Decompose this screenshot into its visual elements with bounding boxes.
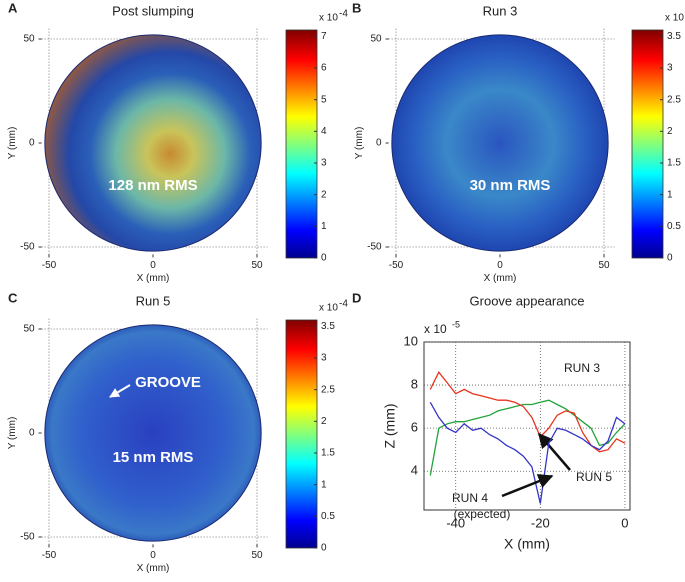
y-axis-exponent: x 10 xyxy=(424,322,447,336)
colorbar-tick-label: 1.5 xyxy=(667,158,681,169)
panel-label: B xyxy=(352,0,361,15)
y-tick-label: 50 xyxy=(23,34,35,45)
y-tick-label: 4 xyxy=(411,463,418,478)
y-tick-label: 8 xyxy=(411,377,418,392)
x-tick-label: -50 xyxy=(42,260,57,271)
colorbar-tick-label: 3 xyxy=(667,63,673,74)
x-tick-label: -50 xyxy=(389,260,404,271)
surface-map xyxy=(44,324,262,542)
x-tick-label: 0 xyxy=(150,260,156,271)
x-tick-label: -40 xyxy=(446,515,465,530)
x-axis-label: X (mm) xyxy=(504,536,550,552)
chart-title: Post slumping xyxy=(112,3,194,18)
colorbar-tick-label: 3 xyxy=(321,158,327,169)
surface-map xyxy=(44,34,262,252)
colorbar-tick-label: 0 xyxy=(667,253,673,264)
chart-title: Run 3 xyxy=(483,3,518,18)
colorbar-tick-label: 3.5 xyxy=(321,321,335,332)
y-axis-exponent-power: -5 xyxy=(452,319,460,329)
colorbar-tick-label: 1 xyxy=(667,189,673,200)
plot-frame xyxy=(423,341,631,511)
colorbar-tick-label: 0 xyxy=(321,543,327,554)
panel-label: C xyxy=(8,290,18,305)
data-line xyxy=(429,399,626,476)
colorbar-exponent-power: -4 xyxy=(339,299,348,310)
colorbar-tick-label: 0 xyxy=(321,253,327,264)
colorbar-tick-label: 2.5 xyxy=(667,94,681,105)
x-tick-label: -20 xyxy=(531,515,550,530)
y-tick-label: 50 xyxy=(23,324,35,335)
colorbar-tick-label: 2.5 xyxy=(321,384,335,395)
colorbar-tick-label: 3.5 xyxy=(667,31,681,42)
annotation: 128 nm RMS xyxy=(108,177,197,194)
annotation: GROOVE xyxy=(135,374,201,391)
y-axis-label: Y (mm) xyxy=(354,127,365,160)
colorbar-exponent-power: -4 xyxy=(339,9,348,20)
series-label: RUN 5 xyxy=(576,470,612,484)
annotation-arrow xyxy=(538,432,571,471)
y-tick-label: 50 xyxy=(370,34,382,45)
x-tick-label: 0 xyxy=(621,515,628,530)
colorbar-tick-label: 1 xyxy=(321,479,327,490)
x-axis-label: X (mm) xyxy=(137,563,170,574)
x-tick-label: 50 xyxy=(251,550,263,561)
chart-title: Run 5 xyxy=(136,293,171,308)
panel-label: D xyxy=(352,290,361,305)
colorbar-tick-label: 3 xyxy=(321,353,327,364)
colorbar xyxy=(285,29,318,259)
annotation-arrow xyxy=(109,384,131,398)
data-line xyxy=(429,401,626,504)
annotation-arrow xyxy=(501,474,554,498)
y-tick-label: -50 xyxy=(367,242,382,253)
y-tick-label: 10 xyxy=(404,333,418,348)
y-tick-label: -50 xyxy=(20,532,35,543)
y-axis-label: Z (mm) xyxy=(382,403,398,448)
colorbar-tick-label: 0.5 xyxy=(321,511,335,522)
colorbar-tick-label: 6 xyxy=(321,63,327,74)
chart-title: Groove appearance xyxy=(470,293,585,308)
y-tick-label: 0 xyxy=(376,138,382,149)
colorbar-tick-label: 7 xyxy=(321,31,327,42)
x-axis-label: X (mm) xyxy=(137,273,170,284)
colorbar-tick-label: 2 xyxy=(321,189,327,200)
series-label: RUN 3 xyxy=(564,361,600,375)
x-tick-label: 0 xyxy=(150,550,156,561)
y-tick-label: -50 xyxy=(20,242,35,253)
colorbar-exponent: x 10 xyxy=(665,13,684,24)
series-label: RUN 4 xyxy=(452,491,488,505)
y-tick-label: 0 xyxy=(29,138,35,149)
colorbar-tick-label: 2 xyxy=(667,126,673,137)
annotation: 30 nm RMS xyxy=(470,177,551,194)
colorbar-tick-label: 1.5 xyxy=(321,448,335,459)
colorbar-tick-label: 0.5 xyxy=(667,221,681,232)
y-axis-label: Y (mm) xyxy=(7,127,18,160)
colorbar-tick-label: 1 xyxy=(321,221,327,232)
x-axis-label: X (mm) xyxy=(484,273,517,284)
panel-label: A xyxy=(8,0,18,15)
surface-map xyxy=(391,34,609,252)
y-tick-label: 6 xyxy=(411,420,418,435)
annotation: 15 nm RMS xyxy=(113,449,194,466)
x-tick-label: -50 xyxy=(42,550,57,561)
colorbar xyxy=(631,29,664,259)
annotation: (expected) xyxy=(454,507,511,521)
x-tick-label: 50 xyxy=(598,260,610,271)
x-tick-label: 0 xyxy=(497,260,503,271)
x-tick-label: 50 xyxy=(251,260,263,271)
y-axis-label: Y (mm) xyxy=(7,417,18,450)
y-tick-label: 0 xyxy=(29,428,35,439)
colorbar-tick-label: 5 xyxy=(321,94,327,105)
colorbar-exponent: x 10 xyxy=(319,303,338,314)
colorbar-exponent: x 10 xyxy=(319,13,338,24)
colorbar-tick-label: 4 xyxy=(321,126,327,137)
colorbar xyxy=(285,319,318,549)
colorbar-tick-label: 2 xyxy=(321,416,327,427)
